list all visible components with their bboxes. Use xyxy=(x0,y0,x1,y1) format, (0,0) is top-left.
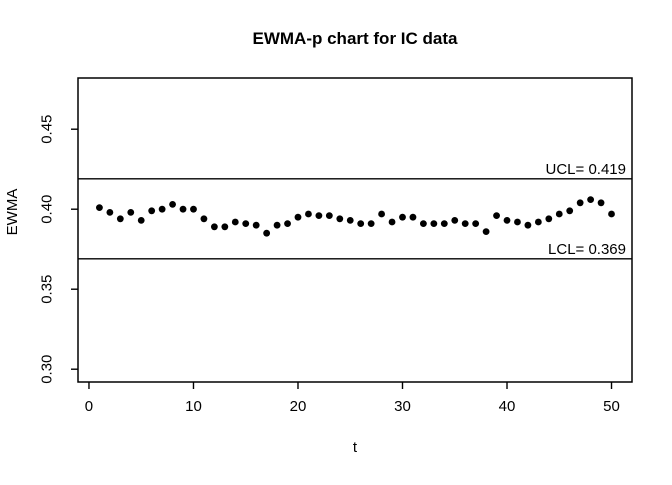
data-point xyxy=(514,218,521,226)
chart-title: EWMA-p chart for IC data xyxy=(253,29,458,48)
data-point xyxy=(346,217,354,224)
data-point xyxy=(493,212,500,220)
data-point xyxy=(169,201,176,208)
data-point xyxy=(305,210,312,218)
data-point xyxy=(367,220,375,228)
x-tick-label: 20 xyxy=(290,398,307,415)
data-point xyxy=(545,215,553,223)
data-point xyxy=(451,217,459,224)
data-point xyxy=(116,215,124,223)
data-point xyxy=(273,221,281,229)
x-tick-label: 10 xyxy=(185,398,202,415)
x-tick-label: 0 xyxy=(85,398,93,415)
data-point xyxy=(96,204,103,212)
data-point xyxy=(378,210,385,218)
x-tick-label: 30 xyxy=(394,398,411,415)
data-point xyxy=(576,199,584,207)
data-point xyxy=(210,223,218,231)
y-tick-label: 0.40 xyxy=(38,195,55,224)
data-point xyxy=(179,205,187,213)
data-point xyxy=(388,218,396,226)
data-point xyxy=(294,213,302,221)
data-point xyxy=(399,213,406,221)
data-point xyxy=(263,229,271,237)
data-point xyxy=(106,209,114,216)
data-point xyxy=(566,207,574,215)
data-point xyxy=(608,210,615,218)
data-point xyxy=(587,196,595,204)
data-point xyxy=(524,221,532,229)
data-point xyxy=(231,218,239,226)
plot-area: 0 10 20 30 40 50 0.30 0.35 0.40 0.45 xyxy=(38,77,633,415)
data-point xyxy=(315,212,323,220)
data-point xyxy=(127,209,135,216)
data-point xyxy=(200,215,208,223)
data-point xyxy=(190,205,197,213)
data-point xyxy=(325,212,333,220)
data-point xyxy=(420,220,427,228)
x-axis-label: t xyxy=(353,439,358,456)
y-tick-label: 0.35 xyxy=(38,275,55,304)
data-point xyxy=(137,217,145,224)
data-point xyxy=(284,220,291,228)
data-point xyxy=(597,199,605,207)
data-point xyxy=(357,220,365,228)
data-point xyxy=(430,220,438,228)
lcl-label: LCL= 0.369 xyxy=(548,241,626,258)
x-tick-label: 50 xyxy=(603,398,620,415)
data-point xyxy=(336,215,344,223)
y-axis-label: EWMA xyxy=(4,189,21,236)
data-point xyxy=(534,218,542,226)
data-point xyxy=(148,207,156,215)
plot-border xyxy=(77,77,633,383)
data-point xyxy=(440,220,448,228)
data-point xyxy=(461,220,469,228)
data-point xyxy=(503,217,511,224)
data-point xyxy=(158,205,166,213)
data-point xyxy=(242,220,250,228)
data-point xyxy=(472,220,480,228)
data-point xyxy=(555,210,563,218)
data-point xyxy=(409,213,417,221)
data-point xyxy=(482,228,490,236)
data-point xyxy=(221,223,229,231)
data-point xyxy=(252,221,260,229)
y-tick-label: 0.45 xyxy=(38,115,55,144)
ucl-label: UCL= 0.419 xyxy=(546,161,626,178)
y-tick-label: 0.30 xyxy=(38,355,55,384)
x-tick-label: 40 xyxy=(499,398,516,415)
